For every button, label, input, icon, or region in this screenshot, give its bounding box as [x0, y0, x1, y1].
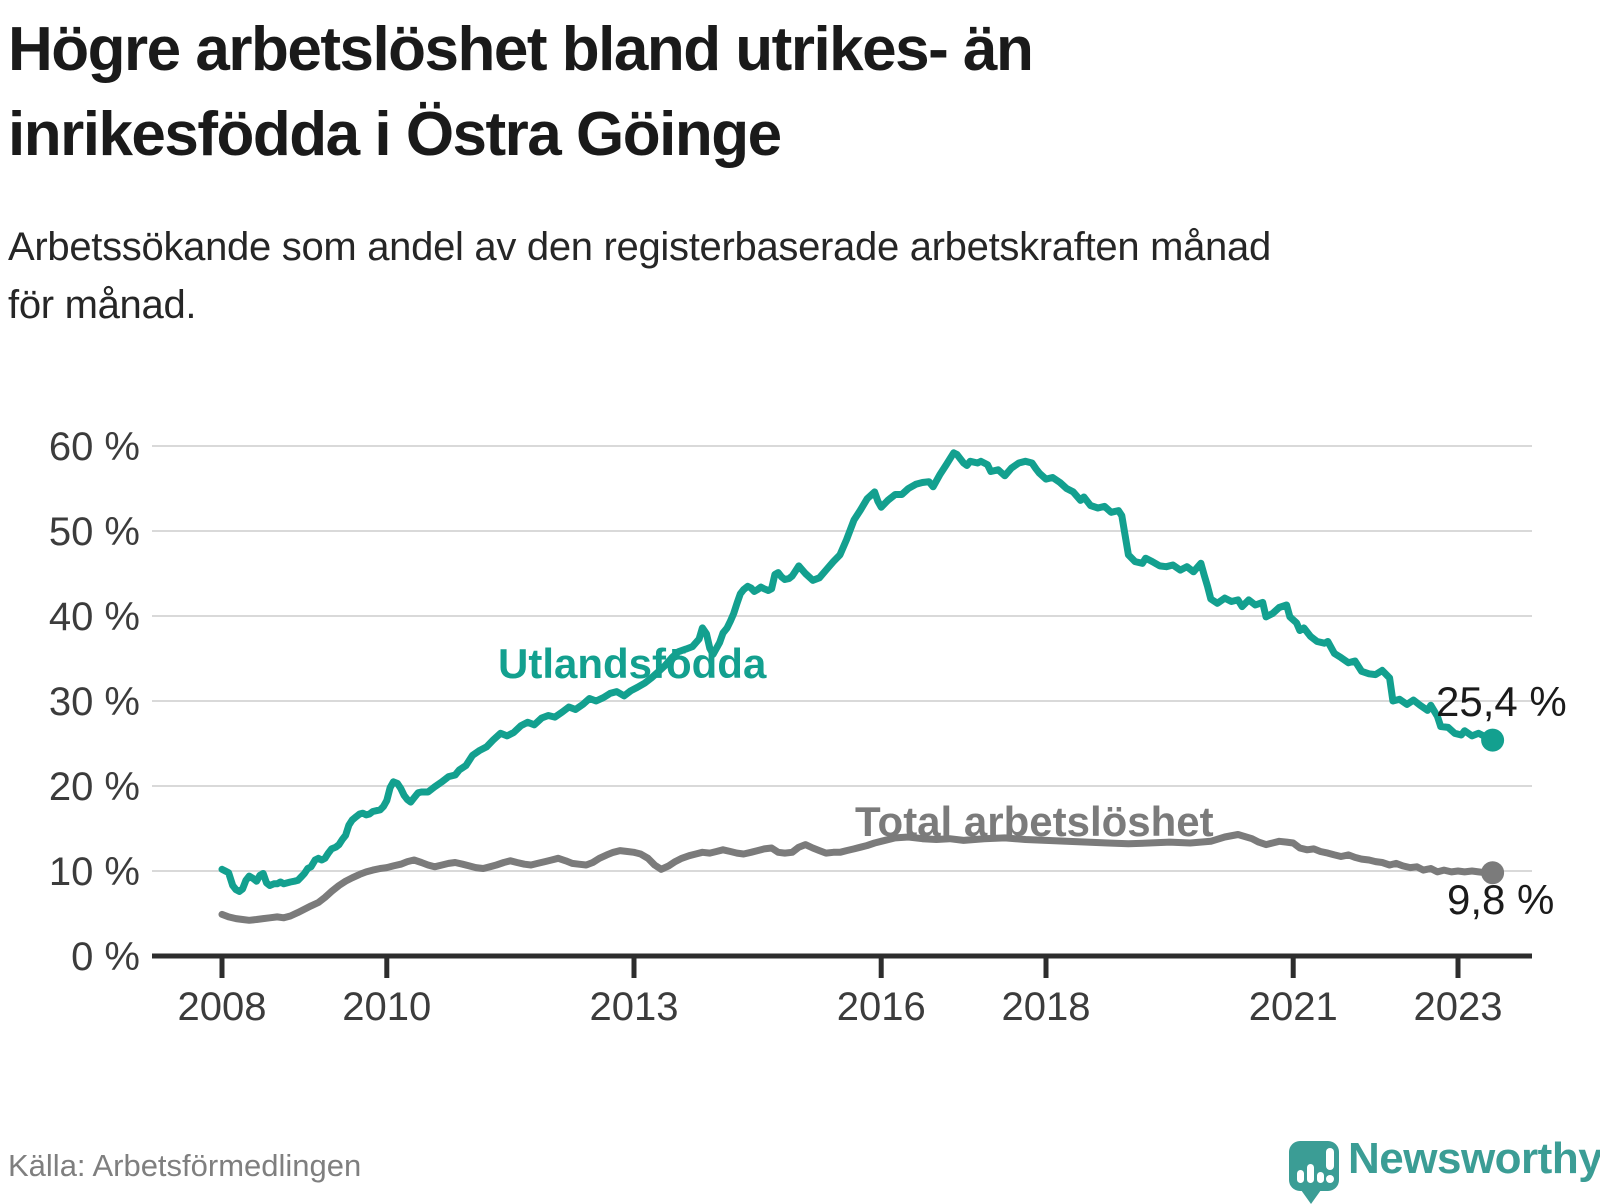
y-axis-label: 10 % [49, 850, 140, 894]
y-axis-label: 60 % [49, 425, 140, 469]
logo-bar-icon [1297, 1170, 1304, 1183]
x-axis-label: 2023 [1414, 985, 1503, 1029]
series-line-total-arbetsl-shet [218, 831, 1497, 924]
y-axis-label: 40 % [49, 595, 140, 639]
y-axis-label: 50 % [49, 510, 140, 554]
x-axis-label: 2018 [1002, 985, 1091, 1029]
end-dot-total-arbetsl-shet [1481, 861, 1505, 885]
x-axis-label: 2008 [178, 985, 267, 1029]
y-axis-label: 30 % [49, 680, 140, 724]
page-subtitle: Arbetssökande som andel av den registerb… [8, 218, 1271, 334]
y-axis-label: 0 % [71, 935, 140, 979]
x-axis-label: 2016 [837, 985, 926, 1029]
page-title: Högre arbetslöshet bland utrikes- än inr… [8, 8, 1034, 178]
x-axis-label: 2021 [1249, 985, 1338, 1029]
logo-bar-icon [1317, 1172, 1324, 1183]
newsworthy-wordmark: Newsworthy [1348, 1134, 1600, 1183]
series-label-utlandsf-dda: Utlandsfödda [498, 640, 767, 687]
page-title-line1: Högre arbetslöshet bland utrikes- än [8, 15, 1034, 84]
y-axis-label: 20 % [49, 765, 140, 809]
source-text: Källa: Arbetsförmedlingen [8, 1148, 362, 1183]
end-annotation-total-arbetsl-shet: 9,8 % [1447, 876, 1554, 923]
series-label-total-arbetsl-shet: Total arbetslöshet [855, 798, 1214, 845]
x-axis-label: 2010 [342, 985, 431, 1029]
logo-exclamation-icon [1326, 1148, 1334, 1170]
logo-exclamation-dot-icon [1326, 1175, 1334, 1183]
page-title-line2: inrikesfödda i Östra Göinge [8, 99, 782, 169]
newsworthy-pin-icon [1289, 1141, 1339, 1204]
end-dot-utlandsf-dda [1481, 728, 1505, 752]
page-subtitle-line2: för månad. [8, 283, 197, 327]
end-annotation-utlandsf-dda: 25,4 % [1436, 678, 1567, 725]
logo-pin-tail-icon [1301, 1190, 1321, 1204]
page-subtitle-line1: Arbetssökande som andel av den registerb… [8, 225, 1271, 269]
logo-bar-icon [1307, 1164, 1314, 1183]
series-line-utlandsf-dda [218, 449, 1497, 895]
x-axis-label: 2013 [590, 985, 679, 1029]
